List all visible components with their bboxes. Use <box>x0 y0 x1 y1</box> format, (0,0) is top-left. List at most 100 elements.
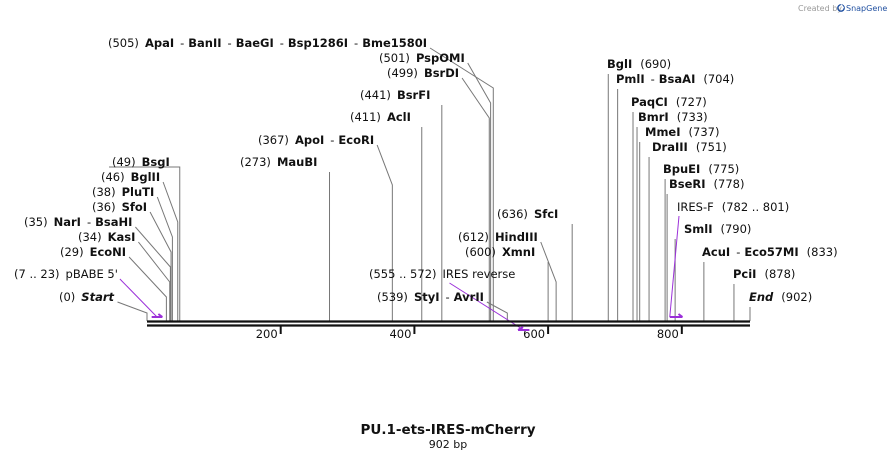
site-location: (46) <box>101 170 125 184</box>
site-separator: - <box>280 36 284 50</box>
site-location: (411) <box>350 110 381 124</box>
leader-line <box>461 77 490 321</box>
label-pmli[interactable]: PmlI - BsaAI (704) <box>616 72 734 86</box>
label-nari[interactable]: (35) NarI - BsaHI <box>24 215 132 229</box>
primer-range: (7 .. 23) <box>14 267 60 281</box>
label-start[interactable]: (0) Start <box>59 290 115 304</box>
primer-arrow[interactable] <box>669 313 684 318</box>
site-name: SfoI <box>122 200 147 214</box>
label-econi[interactable]: (29) EcoNI <box>60 245 126 259</box>
site-name: AvrII <box>454 290 484 304</box>
site-name: DraIII <box>652 140 688 154</box>
label-bpuei[interactable]: BpuEI (775) <box>663 162 739 176</box>
leader-line <box>156 196 173 321</box>
primer-name: pBABE 5' <box>66 267 118 281</box>
label-bsrfi[interactable]: (441) BsrFI <box>360 88 430 102</box>
site-name: BaeGI <box>236 36 274 50</box>
label-paqci[interactable]: PaqCI (727) <box>631 95 707 109</box>
site-name: Bsp1286I <box>288 36 348 50</box>
leader-line <box>138 241 171 321</box>
site-name: BsgI <box>142 155 170 169</box>
site-name: AcuI <box>702 245 730 259</box>
label-styi[interactable]: (539) StyI - AvrII <box>377 290 484 304</box>
label-sfoi[interactable]: (36) SfoI <box>92 200 147 214</box>
site-location: (36) <box>92 200 116 214</box>
primer-name: IRES-F <box>677 200 714 214</box>
label-kasi[interactable]: (34) KasI <box>78 230 135 244</box>
primer-label-pbabe[interactable]: (7 .. 23) pBABE 5' <box>14 267 118 281</box>
site-location: (441) <box>360 88 391 102</box>
label-bsgi[interactable]: (49) BsgI <box>112 155 170 169</box>
site-name: BsrFI <box>397 88 430 102</box>
tick-800: 800 <box>657 326 683 341</box>
site-name: MauBI <box>277 155 317 169</box>
primer-arrow[interactable] <box>517 326 530 331</box>
label-sfci[interactable]: (636) SfcI <box>497 207 558 221</box>
site-location: (751) <box>696 140 727 154</box>
site-location: (775) <box>708 162 739 176</box>
site-name: KasI <box>108 230 136 244</box>
site-location: (612) <box>458 230 489 244</box>
site-name: Eco57MI <box>744 245 798 259</box>
credit: Created by SnapGene <box>798 4 887 13</box>
label-bmri[interactable]: BmrI (733) <box>638 110 708 124</box>
tick-label: 200 <box>256 327 278 341</box>
tick-200: 200 <box>256 326 282 341</box>
site-location: (35) <box>24 215 48 229</box>
primer-label-ires-reverse[interactable]: (555 .. 572) IRES reverse <box>369 267 515 281</box>
primer-label-ires-f[interactable]: IRES-F (782 .. 801) <box>677 200 789 214</box>
site-location: (727) <box>676 95 707 109</box>
label-smli[interactable]: SmlI (790) <box>684 222 751 236</box>
site-name: ApaI <box>145 36 174 50</box>
label-apoi[interactable]: (367) ApoI - EcoRI <box>258 133 374 147</box>
label-bgli[interactable]: BglI (690) <box>607 57 671 71</box>
site-location: (367) <box>258 133 289 147</box>
site-location: (704) <box>703 72 734 86</box>
site-location: (501) <box>379 51 410 65</box>
tick-label: 400 <box>389 327 411 341</box>
primer-arrow[interactable] <box>151 313 163 318</box>
leader-line <box>149 211 172 321</box>
label-apai[interactable]: (505) ApaI - BanII - BaeGI - Bsp1286I - Bme1580I <box>108 36 427 50</box>
site-separator: - <box>180 36 184 50</box>
site-name: BsaHI <box>95 215 132 229</box>
site-name: PaqCI <box>631 95 668 109</box>
label-acui[interactable]: AcuI - Eco57MI (833) <box>702 245 838 259</box>
site-name: PspOMI <box>416 51 465 65</box>
label-bglii[interactable]: (46) BglII <box>101 170 160 184</box>
site-location: (878) <box>764 267 795 281</box>
site-separator: - <box>354 36 358 50</box>
site-location: (737) <box>689 125 720 139</box>
site-location: (29) <box>60 245 84 259</box>
label-pspomi[interactable]: (501) PspOMI <box>379 51 465 65</box>
primer-arrows <box>151 313 684 331</box>
site-name: SfcI <box>534 207 558 221</box>
credit-text: Created by <box>798 4 842 13</box>
label-bseri[interactable]: BseRI (778) <box>669 177 744 191</box>
label-maubi[interactable]: (273) MauBI <box>240 155 317 169</box>
credit-logo: SnapGene <box>846 4 887 13</box>
leader-line <box>135 226 171 321</box>
label-pcii[interactable]: PciI (878) <box>733 267 795 281</box>
label-mmei[interactable]: MmeI (737) <box>645 125 719 139</box>
site-name: MmeI <box>645 125 681 139</box>
site-separator: - <box>446 290 450 304</box>
label-end[interactable]: End (902) <box>749 290 812 304</box>
site-name: End <box>749 290 774 304</box>
leader-line <box>429 47 494 321</box>
label-pluti[interactable]: (38) PluTI <box>92 185 154 199</box>
primer-range: (782 .. 801) <box>722 200 790 214</box>
label-bsrdi[interactable]: (499) BsrDI <box>387 66 459 80</box>
leader-line <box>128 256 167 321</box>
site-location: (273) <box>240 155 271 169</box>
site-name: AclI <box>387 110 411 124</box>
site-name: BglII <box>131 170 161 184</box>
label-acli[interactable]: (411) AclI <box>350 110 411 124</box>
site-name: BanII <box>188 36 221 50</box>
site-location: (49) <box>112 155 136 169</box>
label-hindiii[interactable]: (612) HindIII <box>458 230 538 244</box>
site-name: PluTI <box>122 185 155 199</box>
label-draiii[interactable]: DraIII (751) <box>652 140 727 154</box>
backbone <box>147 320 750 327</box>
label-xmni[interactable]: (600) XmnI <box>465 245 535 259</box>
